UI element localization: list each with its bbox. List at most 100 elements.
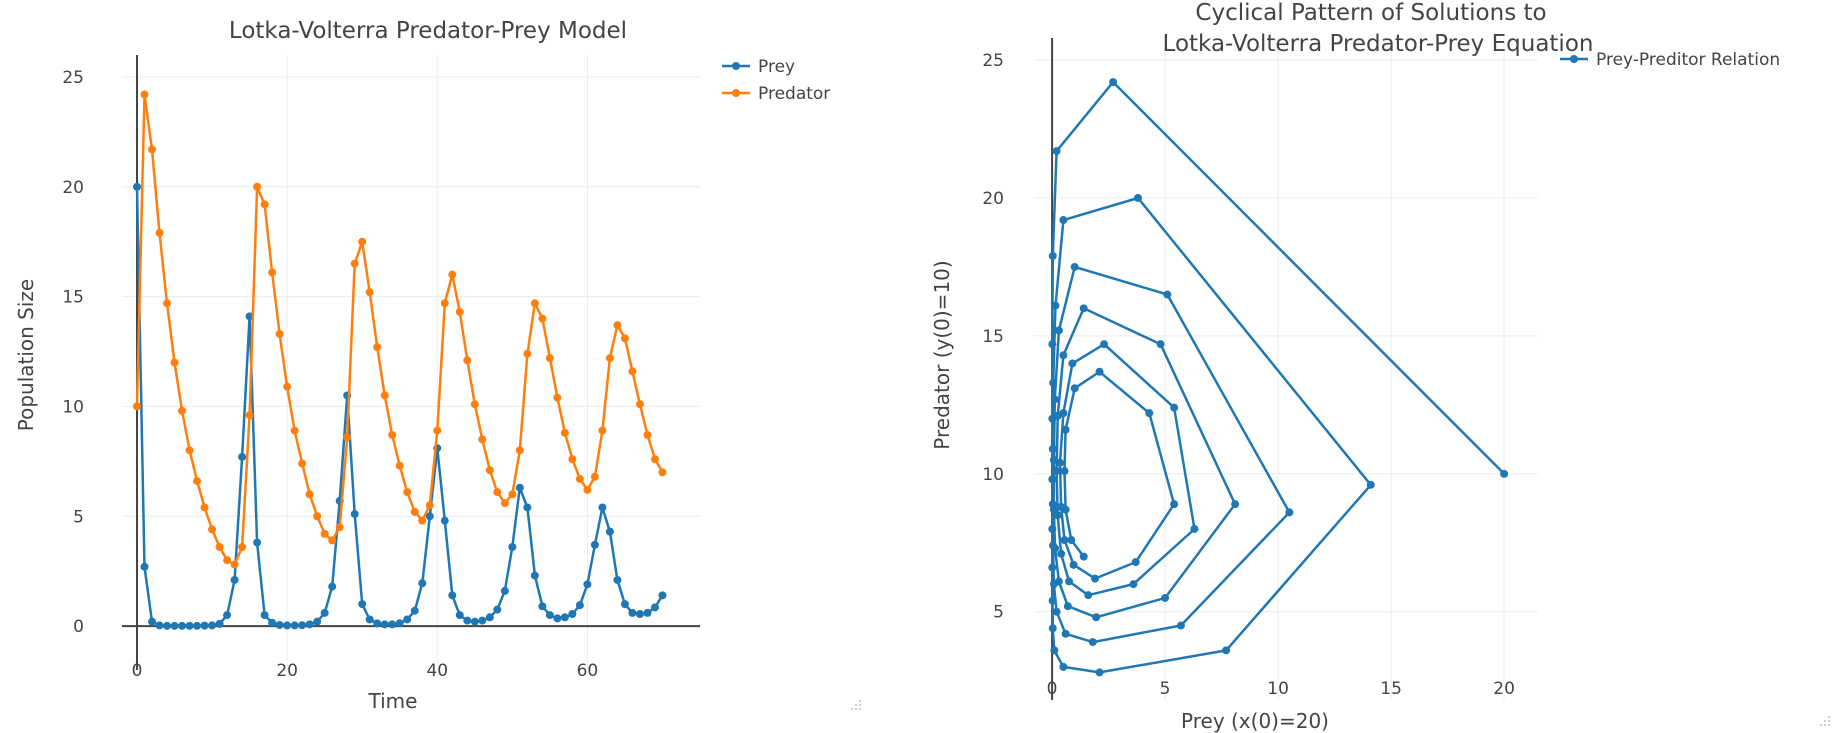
prey-preditor-relation-data-point[interactable] xyxy=(1285,508,1294,517)
predator-data-point[interactable] xyxy=(485,466,494,475)
predator-data-point[interactable] xyxy=(170,358,179,367)
prey-preditor-relation-data-point[interactable] xyxy=(1061,425,1070,434)
predator-data-point[interactable] xyxy=(388,430,397,439)
predator-data-point[interactable] xyxy=(545,354,554,363)
predator-data-point[interactable] xyxy=(508,490,517,499)
predator-data-point[interactable] xyxy=(268,268,277,277)
prey-preditor-relation-data-point[interactable] xyxy=(1048,563,1057,572)
predator-data-point[interactable] xyxy=(298,459,307,468)
prey-preditor-relation-data-point[interactable] xyxy=(1067,536,1076,545)
predator-data-point[interactable] xyxy=(448,270,457,279)
predator-series-line[interactable] xyxy=(135,93,664,566)
prey-data-point[interactable] xyxy=(320,608,329,617)
predator-data-point[interactable] xyxy=(455,307,464,316)
prey-data-point[interactable] xyxy=(140,562,149,571)
predator-data-point[interactable] xyxy=(185,446,194,455)
predator-data-point[interactable] xyxy=(313,512,322,521)
predator-data-point[interactable] xyxy=(425,501,434,510)
prey-data-point[interactable] xyxy=(478,616,487,625)
predator-data-point[interactable] xyxy=(335,523,344,532)
prey-data-point[interactable] xyxy=(155,621,164,630)
predator-data-point[interactable] xyxy=(553,393,562,402)
prey-data-point[interactable] xyxy=(275,620,284,629)
prey-preditor-relation-data-point[interactable] xyxy=(1049,456,1058,465)
prey-data-point[interactable] xyxy=(635,609,644,618)
prey-data-point[interactable] xyxy=(493,605,502,614)
prey-preditor-relation-data-point[interactable] xyxy=(1176,621,1185,630)
predator-data-point[interactable] xyxy=(223,556,232,565)
prey-preditor-relation-data-point[interactable] xyxy=(1057,549,1066,558)
prey-data-point[interactable] xyxy=(283,621,292,630)
prey-data-point[interactable] xyxy=(170,621,179,630)
prey-preditor-relation-data-point[interactable] xyxy=(1059,662,1068,671)
prey-preditor-relation-data-point[interactable] xyxy=(1079,304,1088,313)
prey-data-point[interactable] xyxy=(425,512,434,521)
prey-data-point[interactable] xyxy=(620,600,629,609)
prey-preditor-relation-data-point[interactable] xyxy=(1131,558,1140,567)
predator-data-point[interactable] xyxy=(133,402,142,411)
resize-handle-left[interactable] xyxy=(851,700,861,710)
prey-preditor-relation-data-point[interactable] xyxy=(1095,668,1104,677)
predator-data-point[interactable] xyxy=(320,529,329,538)
prey-data-point[interactable] xyxy=(523,503,532,512)
prey-data-point[interactable] xyxy=(448,591,457,600)
predator-data-point[interactable] xyxy=(605,354,614,363)
prey-preditor-relation-data-point[interactable] xyxy=(1050,395,1059,404)
prey-preditor-relation-data-point[interactable] xyxy=(1048,340,1057,349)
prey-data-point[interactable] xyxy=(598,503,607,512)
prey-data-point[interactable] xyxy=(605,527,614,536)
prey-preditor-relation-data-point[interactable] xyxy=(1088,638,1097,647)
prey-data-point[interactable] xyxy=(313,617,322,626)
prey-data-point[interactable] xyxy=(215,619,224,628)
prey-preditor-relation-data-point[interactable] xyxy=(1091,574,1100,583)
prey-data-point[interactable] xyxy=(650,603,659,612)
prey-data-point[interactable] xyxy=(613,575,622,584)
prey-preditor-relation-data-point[interactable] xyxy=(1060,536,1069,545)
prey-preditor-relation-data-point[interactable] xyxy=(1050,646,1059,655)
prey-preditor-relation-data-point[interactable] xyxy=(1048,251,1057,260)
prey-data-point[interactable] xyxy=(178,621,187,630)
prey-preditor-relation-data-point[interactable] xyxy=(1069,560,1078,569)
prey-preditor-relation-data-point[interactable] xyxy=(1059,351,1068,360)
prey-data-point[interactable] xyxy=(365,615,374,624)
prey-preditor-relation-data-point[interactable] xyxy=(1048,624,1057,633)
prey-preditor-relation-data-point[interactable] xyxy=(1061,629,1070,638)
predator-data-point[interactable] xyxy=(613,321,622,330)
predator-data-point[interactable] xyxy=(328,536,337,545)
prey-data-point[interactable] xyxy=(373,619,382,628)
predator-data-point[interactable] xyxy=(568,455,577,464)
prey-data-point[interactable] xyxy=(418,579,427,588)
predator-data-point[interactable] xyxy=(500,499,509,508)
predator-data-point[interactable] xyxy=(275,329,284,338)
time-series-legend[interactable]: Prey Predator xyxy=(722,57,830,104)
predator-data-point[interactable] xyxy=(478,435,487,444)
prey-data-point[interactable] xyxy=(208,621,217,630)
predator-data-point[interactable] xyxy=(515,446,524,455)
predator-data-point[interactable] xyxy=(538,314,547,323)
prey-data-point[interactable] xyxy=(403,615,412,624)
predator-data-point[interactable] xyxy=(365,288,374,297)
prey-data-point[interactable] xyxy=(298,621,307,630)
prey-preditor-relation-data-point[interactable] xyxy=(1048,524,1057,533)
predator-data-point[interactable] xyxy=(155,228,164,237)
predator-data-point[interactable] xyxy=(620,334,629,343)
predator-data-point[interactable] xyxy=(410,507,419,516)
prey-data-point[interactable] xyxy=(133,182,142,191)
prey-preditor-relation-data-point[interactable] xyxy=(1054,326,1063,335)
prey-preditor-relation-data-point[interactable] xyxy=(1163,290,1172,299)
prey-data-point[interactable] xyxy=(658,591,667,600)
prey-preditor-relation-data-point[interactable] xyxy=(1051,544,1060,553)
prey-preditor-relation-data-point[interactable] xyxy=(1052,607,1061,616)
predator-data-point[interactable] xyxy=(380,391,389,400)
predator-data-point[interactable] xyxy=(583,485,592,494)
predator-data-point[interactable] xyxy=(230,560,239,569)
predator-data-point[interactable] xyxy=(358,237,367,246)
predator-data-point[interactable] xyxy=(403,488,412,497)
predator-data-point[interactable] xyxy=(560,428,569,437)
prey-preditor-relation-data-point[interactable] xyxy=(1366,480,1375,489)
predator-data-point[interactable] xyxy=(238,543,247,551)
prey-data-point[interactable] xyxy=(590,540,599,549)
prey-data-point[interactable] xyxy=(350,510,359,519)
prey-data-point[interactable] xyxy=(545,611,554,620)
predator-data-point[interactable] xyxy=(575,474,584,483)
